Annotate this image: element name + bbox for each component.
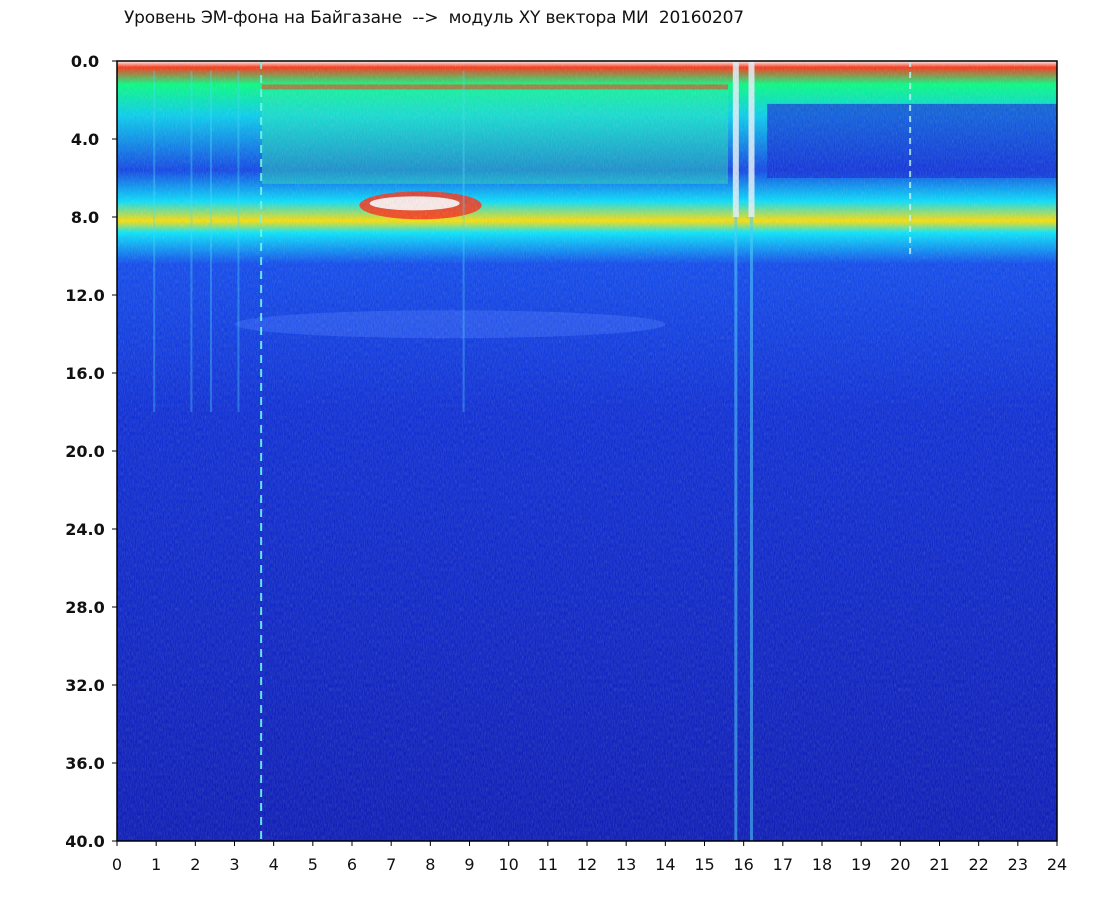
x-tick-label: 20 [890, 855, 910, 874]
y-tick-label: 0.0 [71, 52, 99, 71]
y-axis: 0.0 4.0 8.0 12.0 16.0 20.0 24.0 28.0 32.0 36.0 40.… [65, 52, 117, 851]
x-tick-label: 1 [151, 855, 161, 874]
x-tick-label: 11 [538, 855, 558, 874]
x-tick-label: 12 [577, 855, 597, 874]
x-tick-label: 16 [733, 855, 753, 874]
x-tick-label: 4 [269, 855, 279, 874]
x-tick-label: 21 [929, 855, 949, 874]
x-tick-label: 22 [968, 855, 988, 874]
y-tick-label: 20.0 [65, 442, 104, 461]
y-tick-label: 36.0 [65, 754, 104, 773]
chart-title: Уровень ЭМ-фона на Байгазане --> модуль … [124, 8, 744, 28]
x-tick-label: 17 [773, 855, 793, 874]
y-tick-label: 24.0 [65, 520, 104, 539]
x-tick-label: 8 [425, 855, 435, 874]
x-tick-label: 9 [464, 855, 474, 874]
x-tick-label: 19 [851, 855, 871, 874]
x-tick-label: 18 [812, 855, 832, 874]
y-tick-label: 12.0 [65, 286, 104, 305]
x-tick-label: 10 [498, 855, 518, 874]
x-tick-label: 14 [655, 855, 675, 874]
x-tick-label: 15 [694, 855, 714, 874]
x-tick-label: 5 [308, 855, 318, 874]
x-tick-label: 13 [616, 855, 636, 874]
y-tick-label: 8.0 [71, 208, 99, 227]
x-tick-label: 3 [229, 855, 239, 874]
spectrogram-noise [117, 61, 1057, 841]
y-tick-label: 28.0 [65, 598, 104, 617]
x-axis: 0 1 2 3 4 5 6 7 8 9 10 11 12 13 14 15 16 17 18 19 20 21 22 23 24 [112, 841, 1067, 874]
y-tick-label: 16.0 [65, 364, 104, 383]
x-tick-label: 24 [1047, 855, 1067, 874]
y-tick-label: 4.0 [71, 130, 99, 149]
x-tick-label: 0 [112, 855, 122, 874]
x-tick-label: 7 [386, 855, 396, 874]
x-tick-label: 6 [347, 855, 357, 874]
x-tick-label: 2 [190, 855, 200, 874]
y-tick-label: 40.0 [65, 832, 104, 851]
y-tick-label: 32.0 [65, 676, 104, 695]
x-tick-label: 23 [1008, 855, 1028, 874]
